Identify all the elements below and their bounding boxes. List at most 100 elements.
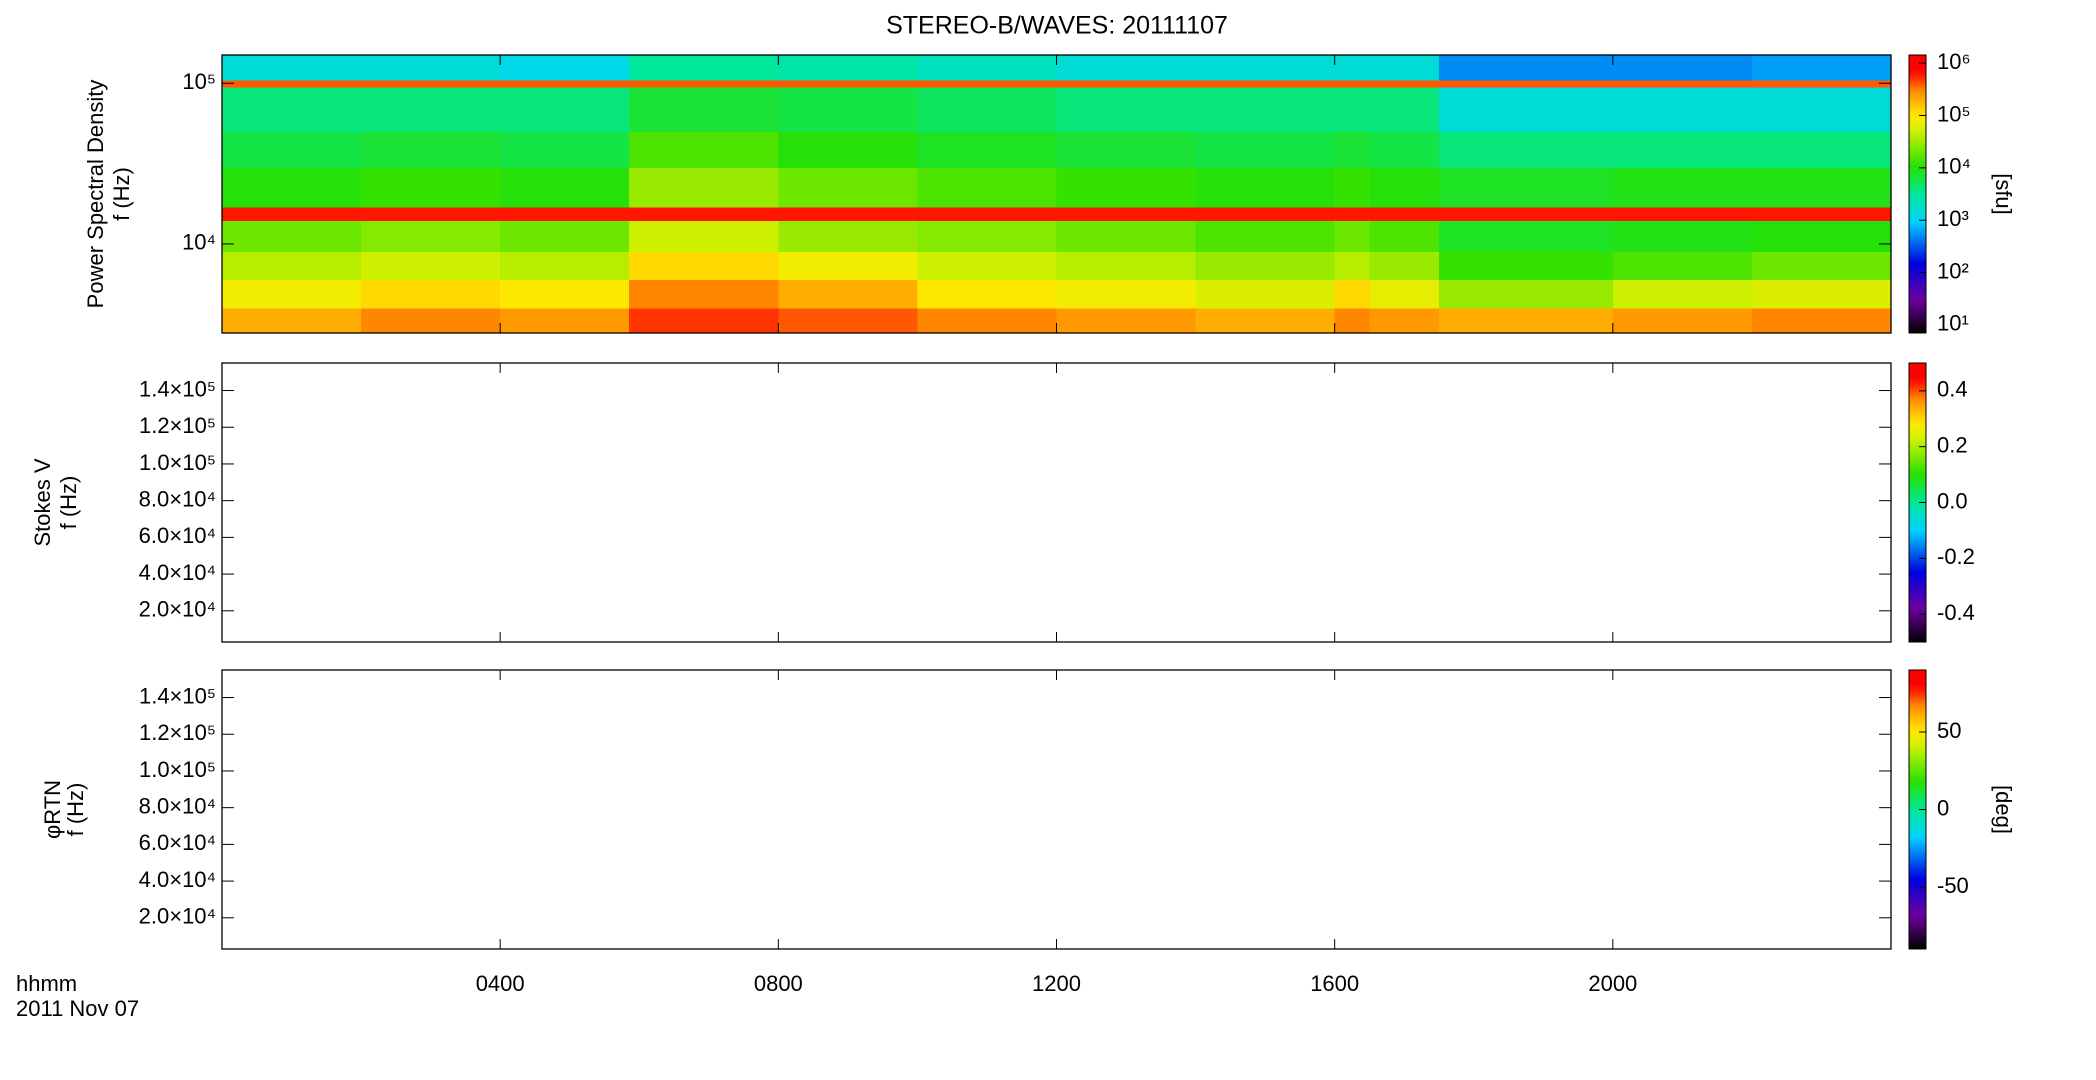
spectrogram-cell xyxy=(778,220,918,252)
spectrogram-cell xyxy=(222,55,362,81)
y-tick-label: 1.0×10⁵ xyxy=(139,450,216,475)
colorbar-tick-label: 10⁴ xyxy=(1937,154,1971,179)
spectrogram-cell xyxy=(1056,55,1197,81)
spectrogram-cell xyxy=(500,167,630,208)
spectrogram-cell xyxy=(1612,86,1753,133)
spectrogram-cell xyxy=(1751,167,1892,208)
spectrogram-cell xyxy=(1751,206,1892,221)
spectrogram-cell xyxy=(917,220,1057,252)
spectrogram-cell xyxy=(222,251,362,281)
spectrogram-cell xyxy=(361,279,501,309)
colorbar-tick-label: -0.2 xyxy=(1937,544,1975,569)
colorbar-tick-label: 10³ xyxy=(1937,206,1969,231)
spectrogram-cell xyxy=(1056,220,1197,252)
y-tick-label: 4.0×10⁴ xyxy=(139,867,216,892)
y-tick-label: 10⁵ xyxy=(182,69,216,94)
spectrogram-cell xyxy=(1612,55,1753,81)
spectrogram-cell xyxy=(500,279,630,309)
spectrogram-cell xyxy=(1369,251,1440,281)
spectrogram-cell xyxy=(1438,220,1614,252)
spectrogram-cell xyxy=(500,307,630,334)
spectrogram-cell xyxy=(222,206,362,221)
spectrogram-cell xyxy=(628,167,779,208)
colorbar-tick-label: 10⁶ xyxy=(1937,49,1971,74)
x-axis-label: hhmm xyxy=(16,971,77,996)
y-tick-label: 2.0×10⁴ xyxy=(139,904,216,929)
spectrogram-cell xyxy=(1751,279,1892,309)
y-tick-label: 1.4×10⁵ xyxy=(139,376,216,401)
spectrogram-cell xyxy=(500,251,630,281)
spectrogram-cell xyxy=(1612,167,1753,208)
y-tick-label: 4.0×10⁴ xyxy=(139,560,216,585)
spectrogram-cell xyxy=(1612,307,1753,334)
spectrogram-cell xyxy=(1438,206,1614,221)
colorbar-tick-label: 10² xyxy=(1937,258,1969,283)
spectrogram-cell xyxy=(1369,131,1440,168)
spectrogram-cell xyxy=(1195,79,1336,88)
spectrogram-cell xyxy=(1195,206,1336,221)
spectrogram-cell xyxy=(778,79,918,88)
x-tick-label: 0400 xyxy=(476,971,525,996)
spectrogram-cell xyxy=(1612,251,1753,281)
spectrogram-cell xyxy=(1612,131,1753,168)
y-tick-label: 10⁴ xyxy=(182,230,216,255)
x-tick-label: 1200 xyxy=(1032,971,1081,996)
spectrogram-cell xyxy=(1334,206,1370,221)
spectrogram-cell xyxy=(1056,279,1197,309)
spectrogram-cell xyxy=(1438,79,1614,88)
spectrogram-cell xyxy=(1438,131,1614,168)
spectrogram-cell xyxy=(1195,251,1336,281)
spectrogram-cell xyxy=(1438,307,1614,334)
spectrogram-cell xyxy=(1195,131,1336,168)
spectrogram-cell xyxy=(1195,167,1336,208)
spectrogram-cell xyxy=(1195,55,1336,81)
spectrogram-cell xyxy=(1195,220,1336,252)
spectrogram-cell xyxy=(628,279,779,309)
y-tick-label: 2.0×10⁴ xyxy=(139,597,216,622)
spectrogram-cell xyxy=(1056,131,1197,168)
spectrogram-cell xyxy=(1369,79,1440,88)
spectrogram-cell xyxy=(1334,131,1370,168)
spectrogram-cell xyxy=(361,79,501,88)
y-tick-label: 6.0×10⁴ xyxy=(139,830,216,855)
spectrogram-cell xyxy=(917,86,1057,133)
spectrogram-cell xyxy=(628,206,779,221)
colorbar-tick-label: 10⁵ xyxy=(1937,101,1971,126)
spectrogram-cell xyxy=(628,307,779,334)
spectrogram-cell xyxy=(1334,220,1370,252)
spectrogram-cell xyxy=(1369,220,1440,252)
date-label: 2011 Nov 07 xyxy=(16,996,139,1021)
spectrogram-cell xyxy=(778,131,918,168)
y-axis-label: f (Hz) xyxy=(63,783,88,837)
spectrogram-cell xyxy=(628,220,779,252)
y-axis-label: f (Hz) xyxy=(56,476,81,530)
colorbar-tick-label: 0.4 xyxy=(1937,377,1968,402)
spectrogram-cell xyxy=(1751,55,1892,81)
spectrogram-cell xyxy=(1369,307,1440,334)
spectrogram-cell xyxy=(500,79,630,88)
y-tick-label: 1.0×10⁵ xyxy=(139,757,216,782)
spectrogram-cell xyxy=(222,167,362,208)
y-tick-label: 1.2×10⁵ xyxy=(139,720,216,745)
spectrogram-cell xyxy=(1334,167,1370,208)
spectrogram-cell xyxy=(778,206,918,221)
spectrogram-cell xyxy=(917,279,1057,309)
spectrogram-cell xyxy=(1056,206,1197,221)
spectrogram-cell xyxy=(500,55,630,81)
spectrogram-cell xyxy=(1369,86,1440,133)
spectrogram-cell xyxy=(1334,55,1370,81)
colorbar-tick-label: 0.2 xyxy=(1937,433,1968,458)
y-tick-label: 1.4×10⁵ xyxy=(139,683,216,708)
spectrogram-cell xyxy=(500,131,630,168)
spectrogram-cell xyxy=(361,167,501,208)
spectrogram-cell xyxy=(628,79,779,88)
spectrogram-cell xyxy=(500,220,630,252)
y-tick-label: 1.2×10⁵ xyxy=(139,413,216,438)
chart-title: STEREO-B/WAVES: 20111107 xyxy=(886,12,1228,40)
spectrogram-cell xyxy=(222,79,362,88)
spectrogram-cell xyxy=(917,251,1057,281)
spectrogram-cell xyxy=(1369,279,1440,309)
spectrogram-cell xyxy=(1056,167,1197,208)
spectrogram-cell xyxy=(1751,251,1892,281)
spectrogram-cell xyxy=(361,55,501,81)
